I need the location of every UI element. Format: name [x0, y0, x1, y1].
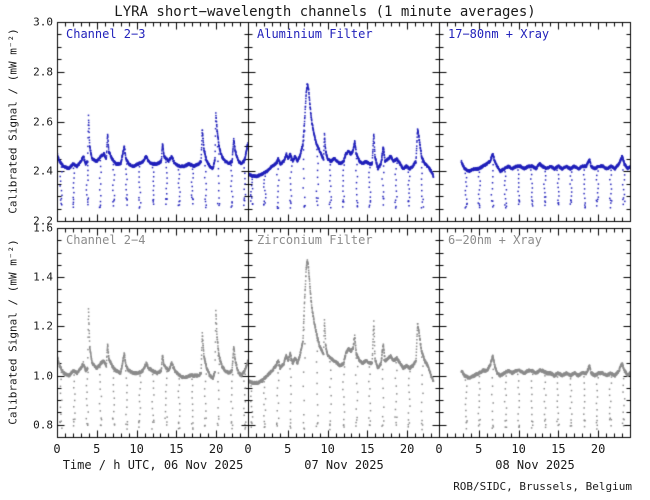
y-tick-label: 0.8	[33, 418, 53, 432]
x-tick-label: 20	[590, 442, 606, 456]
x-tick-label: 15	[360, 442, 375, 456]
y-tick-label: 2.2	[33, 214, 53, 228]
y-axis-label-bottom-row: Calibrated Signal / (mW m⁻²)	[6, 239, 20, 425]
y-tick-label: 1.0	[33, 369, 53, 383]
x-tick-label: 5	[475, 442, 483, 456]
y-tick-label: 1.2	[33, 319, 53, 333]
panel-label-zirconium-filter: Zirconium Filter	[257, 233, 373, 247]
x-tick-label: 15	[551, 442, 566, 456]
x-axis-title-day2: 07 Nov 2025	[304, 458, 384, 472]
y-tick-label: 2.8	[33, 65, 53, 79]
panel-label-6-20nm-xray: 6−20nm + Xray	[448, 233, 542, 247]
x-tick-label: 20	[208, 442, 224, 456]
panel-label-channel-2-3: Channel 2−3	[66, 27, 146, 41]
panel-label-channel-2-4: Channel 2−4	[66, 233, 146, 247]
x-tick-label: 10	[320, 442, 335, 456]
x-tick-label: 10	[511, 442, 526, 456]
y-tick-label: 1.6	[33, 221, 53, 235]
y-tick-label: 1.4	[33, 270, 53, 284]
x-tick-label: 0	[435, 442, 443, 456]
y-tick-label: 3.0	[33, 15, 53, 29]
x-tick-label: 0	[244, 442, 252, 456]
x-tick-label: 10	[129, 442, 144, 456]
y-tick-label: 2.4	[33, 164, 53, 178]
y-axis-label-top-row: Calibrated Signal / (mW m⁻²)	[6, 28, 20, 214]
chart-title: LYRA short−wavelength channels (1 minute…	[114, 4, 536, 20]
x-tick-label: 5	[93, 442, 101, 456]
x-tick-label: 0	[53, 442, 61, 456]
x-axis-title-day3: 08 Nov 2025	[495, 458, 575, 472]
panel-label-aluminium-filter: Aluminium Filter	[257, 27, 373, 41]
x-tick-label: 15	[169, 442, 184, 456]
y-tick-label: 2.6	[33, 115, 53, 128]
credit-text: ROB/SIDC, Brussels, Belgium	[453, 480, 632, 493]
x-axis-title-day1: Time / h UTC, 06 Nov 2025	[62, 458, 244, 472]
x-tick-label: 5	[284, 442, 292, 456]
x-tick-label: 20	[399, 442, 415, 456]
panel-label-17-80nm-xray: 17−80nm + Xray	[448, 27, 550, 41]
